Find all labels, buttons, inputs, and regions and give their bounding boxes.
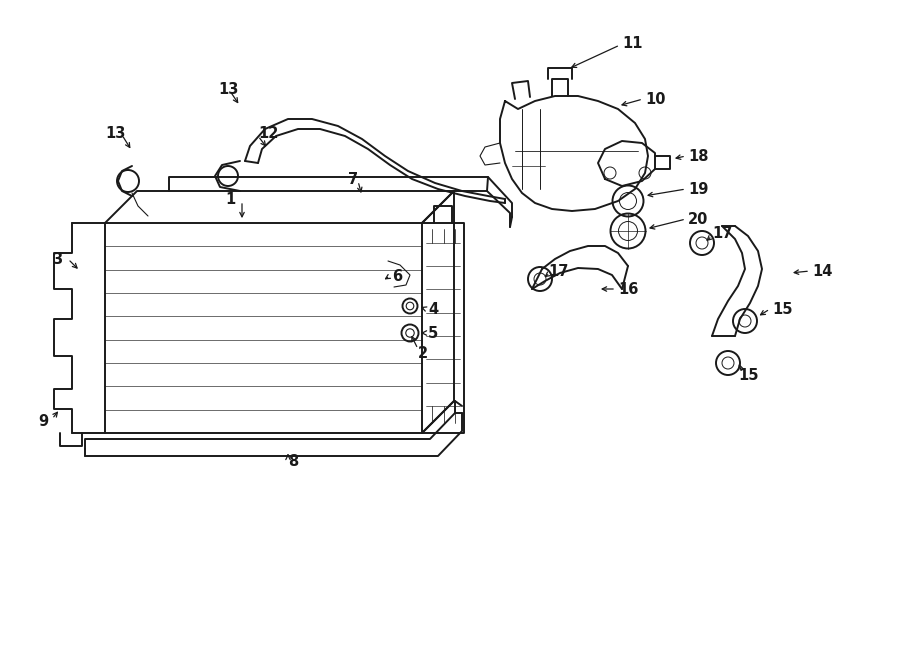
Text: 2: 2 xyxy=(418,346,428,360)
Text: 9: 9 xyxy=(38,414,48,428)
Text: 10: 10 xyxy=(645,91,665,106)
Text: 8: 8 xyxy=(288,453,298,469)
Text: 12: 12 xyxy=(258,126,278,141)
Text: 17: 17 xyxy=(712,225,733,241)
Text: 20: 20 xyxy=(688,212,708,227)
Text: 15: 15 xyxy=(738,368,759,383)
Text: 18: 18 xyxy=(688,149,708,163)
Text: 15: 15 xyxy=(772,301,793,317)
Text: 5: 5 xyxy=(428,325,438,340)
Text: 13: 13 xyxy=(105,126,125,141)
Text: 16: 16 xyxy=(618,282,638,297)
Text: 19: 19 xyxy=(688,182,708,196)
Text: 1: 1 xyxy=(225,192,235,206)
Text: 17: 17 xyxy=(548,264,569,278)
Text: 6: 6 xyxy=(392,268,402,284)
Text: 3: 3 xyxy=(52,251,62,266)
Text: 13: 13 xyxy=(218,81,238,97)
Text: 14: 14 xyxy=(812,264,833,278)
Text: 11: 11 xyxy=(622,36,643,50)
Text: 7: 7 xyxy=(348,171,358,186)
Text: 4: 4 xyxy=(428,301,438,317)
